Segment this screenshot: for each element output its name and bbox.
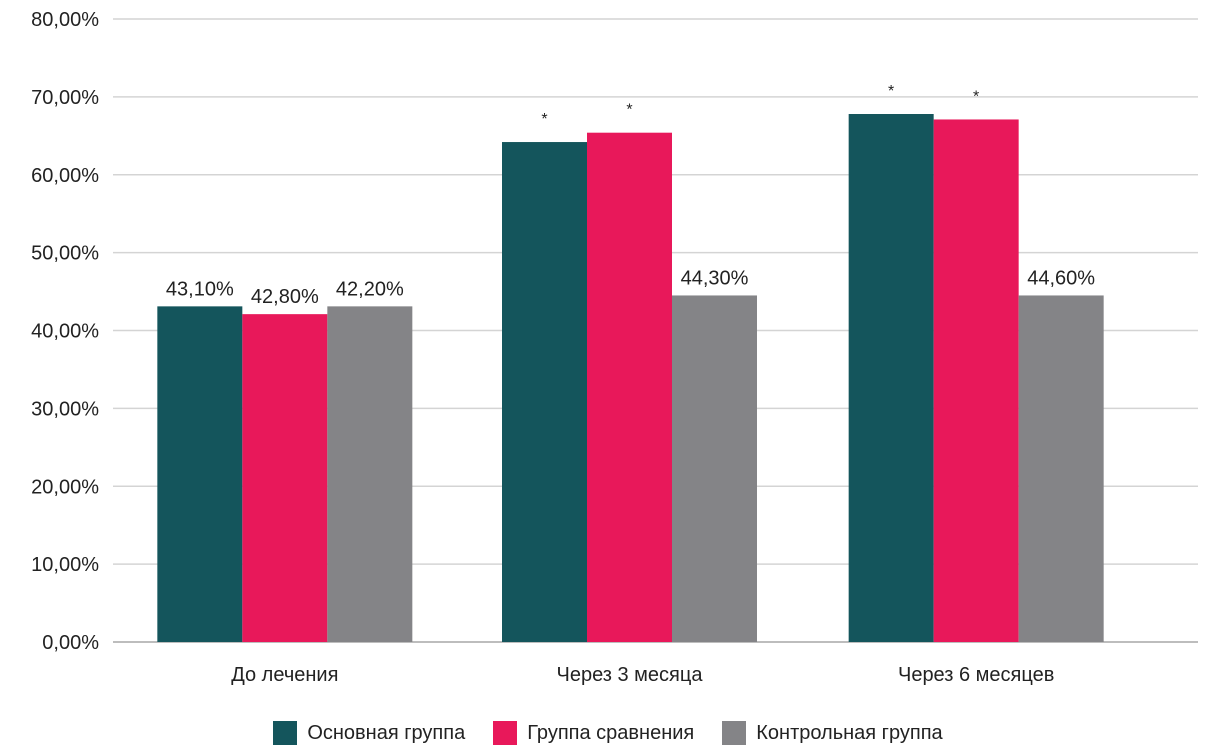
bar-chart: 0,00% 10,00% 20,00% 30,00% 40,00% 50,00% 60,00… <box>31 9 1198 686</box>
data-label: 43,10% <box>166 278 234 300</box>
legend-label-main-group: Основная группа <box>307 721 466 744</box>
x-category-label: Через 6 месяцев <box>898 664 1054 686</box>
bar <box>327 306 413 642</box>
y-tick-label: 80,00% <box>31 9 99 31</box>
y-tick-label: 0,00% <box>42 632 99 654</box>
bar <box>502 142 587 643</box>
y-tick-label: 40,00% <box>31 321 99 343</box>
x-category-label: Через 3 месяца <box>557 664 704 686</box>
bar <box>587 132 672 642</box>
data-label: 44,60% <box>1027 267 1095 289</box>
bar <box>672 295 757 642</box>
bar <box>1018 295 1104 642</box>
bar <box>933 119 1019 643</box>
legend-label-comparison-group: Группа сравнения <box>527 721 695 744</box>
y-tick-label: 30,00% <box>31 398 99 420</box>
x-category-label: До лечения <box>231 664 338 686</box>
y-tick-label: 50,00% <box>31 243 99 265</box>
legend-swatch-comparison-group <box>493 721 518 745</box>
bar <box>848 114 934 642</box>
y-tick-label: 10,00% <box>31 554 99 576</box>
y-tick-label: 70,00% <box>31 87 99 109</box>
legend-item-comparison-group: Группа сравнения <box>493 721 694 745</box>
significance-marker: * <box>626 102 632 119</box>
data-label: 42,80% <box>251 286 319 308</box>
y-tick-label: 60,00% <box>31 165 99 187</box>
data-label: 44,30% <box>681 267 749 289</box>
bar <box>242 314 328 642</box>
legend-item-control-group: Контрольная группа <box>722 721 943 745</box>
y-tick-label: 20,00% <box>31 476 99 498</box>
legend-swatch-main-group <box>273 721 298 745</box>
legend-item-main-group: Основная группа <box>273 721 465 745</box>
significance-marker: * <box>541 111 547 128</box>
significance-marker: * <box>973 88 979 105</box>
legend: Основная группа Группа сравнения Контрол… <box>0 716 1216 750</box>
bar <box>157 306 243 642</box>
legend-swatch-control-group <box>722 721 747 745</box>
data-label: 42,20% <box>336 278 404 300</box>
legend-label-control-group: Контрольная группа <box>756 721 943 744</box>
significance-marker: * <box>888 83 894 100</box>
